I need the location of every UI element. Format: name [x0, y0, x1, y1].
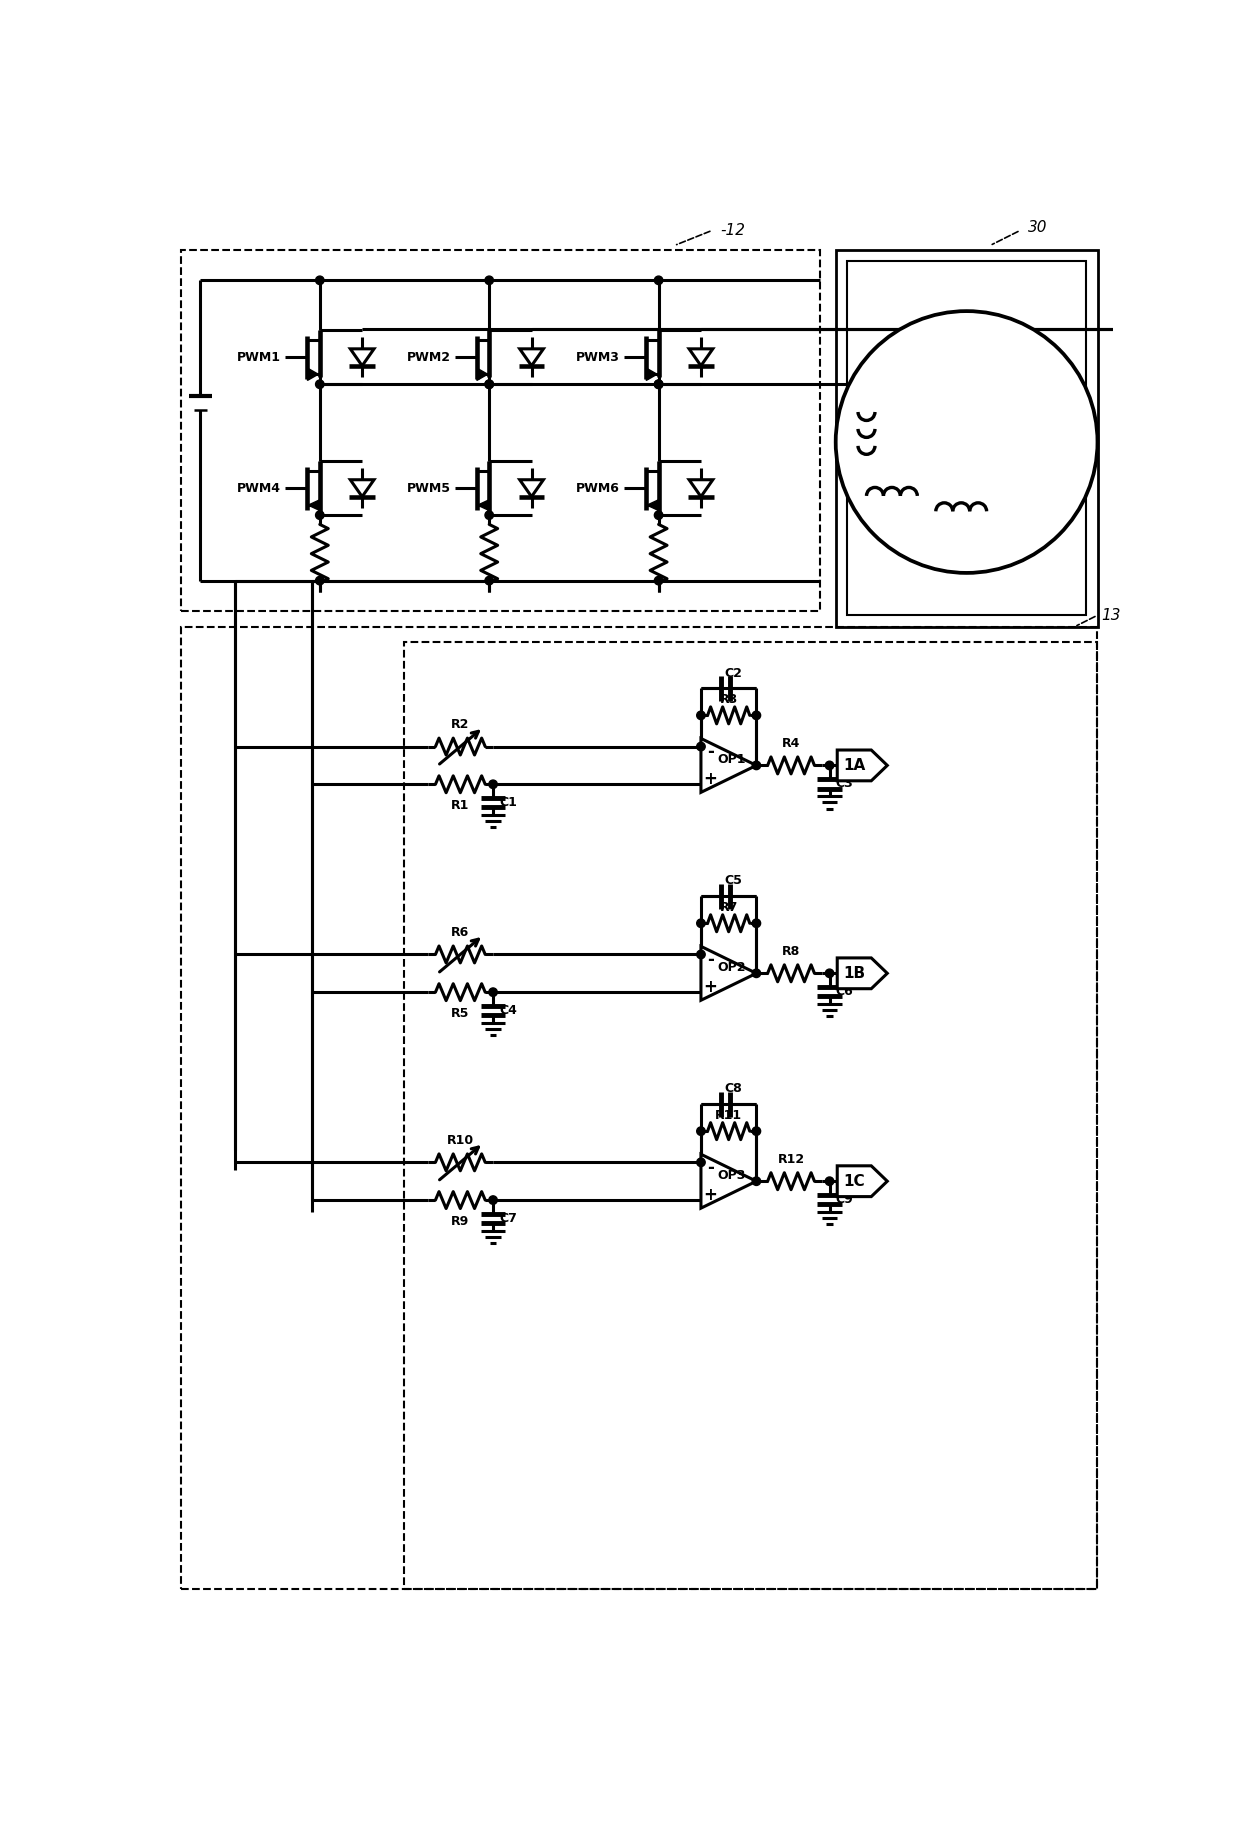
- Bar: [847, 262, 1086, 615]
- Text: PWM4: PWM4: [237, 481, 281, 494]
- Text: 1C: 1C: [843, 1174, 866, 1189]
- Text: +: +: [703, 770, 717, 788]
- Polygon shape: [477, 368, 487, 380]
- Polygon shape: [647, 499, 658, 510]
- Circle shape: [315, 576, 324, 585]
- Circle shape: [485, 380, 494, 388]
- Circle shape: [836, 311, 1097, 572]
- Text: 13: 13: [1101, 607, 1121, 622]
- Bar: [181, 249, 821, 611]
- Text: OP3: OP3: [718, 1169, 746, 1182]
- Text: OP2: OP2: [718, 960, 746, 973]
- Text: R10: R10: [446, 1134, 474, 1147]
- Text: R8: R8: [782, 946, 800, 958]
- Text: C6: C6: [836, 986, 853, 999]
- Circle shape: [655, 276, 663, 285]
- Text: C4: C4: [500, 1004, 517, 1017]
- Circle shape: [655, 576, 663, 585]
- Polygon shape: [837, 1165, 888, 1196]
- Circle shape: [697, 1158, 706, 1167]
- Text: 30: 30: [1028, 221, 1048, 236]
- Text: R1: R1: [451, 799, 470, 812]
- Polygon shape: [689, 479, 713, 497]
- Text: R7: R7: [719, 902, 738, 914]
- Text: -: -: [707, 1160, 714, 1176]
- Bar: [836, 249, 1097, 627]
- Circle shape: [697, 743, 706, 750]
- Circle shape: [753, 761, 760, 770]
- Text: C5: C5: [724, 874, 743, 887]
- Text: C9: C9: [836, 1193, 853, 1205]
- Circle shape: [655, 510, 663, 519]
- Circle shape: [489, 988, 497, 997]
- Circle shape: [826, 969, 833, 977]
- Circle shape: [697, 951, 706, 958]
- Text: C7: C7: [500, 1213, 517, 1225]
- Polygon shape: [837, 750, 888, 781]
- Circle shape: [697, 711, 706, 719]
- Circle shape: [826, 1178, 833, 1185]
- Text: R5: R5: [451, 1008, 470, 1021]
- Polygon shape: [646, 368, 657, 380]
- Text: PWM3: PWM3: [577, 351, 620, 364]
- Text: C2: C2: [724, 666, 743, 680]
- Polygon shape: [308, 368, 319, 380]
- Circle shape: [697, 918, 706, 927]
- Circle shape: [489, 1196, 497, 1203]
- Polygon shape: [520, 349, 543, 366]
- Circle shape: [485, 380, 494, 388]
- Polygon shape: [701, 1154, 756, 1209]
- Text: R4: R4: [782, 737, 800, 750]
- Text: R12: R12: [777, 1152, 805, 1167]
- Circle shape: [315, 276, 324, 285]
- Text: 1B: 1B: [843, 966, 866, 980]
- Polygon shape: [837, 958, 888, 989]
- Text: -: -: [707, 743, 714, 761]
- Polygon shape: [689, 349, 713, 366]
- Text: R2: R2: [451, 719, 470, 732]
- Text: R6: R6: [451, 925, 470, 940]
- Polygon shape: [520, 479, 543, 497]
- Polygon shape: [309, 499, 320, 510]
- Circle shape: [485, 276, 494, 285]
- Circle shape: [753, 969, 760, 977]
- Polygon shape: [350, 479, 374, 497]
- Circle shape: [753, 1178, 760, 1185]
- Circle shape: [655, 380, 663, 388]
- Text: PWM6: PWM6: [577, 481, 620, 494]
- Polygon shape: [350, 349, 374, 366]
- Text: R9: R9: [451, 1214, 470, 1227]
- Polygon shape: [477, 499, 490, 510]
- Circle shape: [489, 779, 497, 788]
- Circle shape: [697, 1127, 706, 1136]
- Text: 1A: 1A: [843, 757, 866, 774]
- Circle shape: [655, 380, 663, 388]
- Text: OP1: OP1: [718, 754, 746, 766]
- Text: PWM2: PWM2: [407, 351, 450, 364]
- Text: C1: C1: [500, 796, 517, 808]
- Bar: [404, 642, 1097, 1589]
- Text: +: +: [703, 1185, 717, 1203]
- Text: -12: -12: [720, 223, 745, 238]
- Text: +: +: [703, 979, 717, 995]
- Circle shape: [826, 761, 833, 770]
- Circle shape: [753, 918, 760, 927]
- Polygon shape: [701, 739, 756, 792]
- Text: C8: C8: [724, 1083, 743, 1096]
- Circle shape: [485, 576, 494, 585]
- Circle shape: [753, 1127, 760, 1136]
- Polygon shape: [701, 946, 756, 1000]
- Circle shape: [485, 510, 494, 519]
- Text: -: -: [707, 951, 714, 969]
- Bar: [181, 627, 1097, 1589]
- Text: R3: R3: [719, 693, 738, 706]
- Text: PWM5: PWM5: [407, 481, 450, 494]
- Circle shape: [753, 711, 760, 719]
- Circle shape: [315, 510, 324, 519]
- Text: C3: C3: [836, 777, 853, 790]
- Text: R11: R11: [715, 1108, 743, 1123]
- Text: PWM1: PWM1: [237, 351, 281, 364]
- Circle shape: [315, 380, 324, 388]
